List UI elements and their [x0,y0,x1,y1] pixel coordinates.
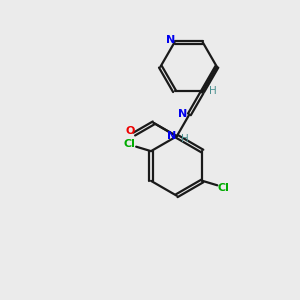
Text: H: H [209,86,217,96]
Text: O: O [125,126,134,136]
Text: Cl: Cl [124,139,136,149]
Text: N: N [166,35,176,45]
Text: N: N [178,110,188,119]
Text: H: H [181,134,189,144]
Text: N: N [167,131,176,141]
Text: Cl: Cl [218,183,230,193]
